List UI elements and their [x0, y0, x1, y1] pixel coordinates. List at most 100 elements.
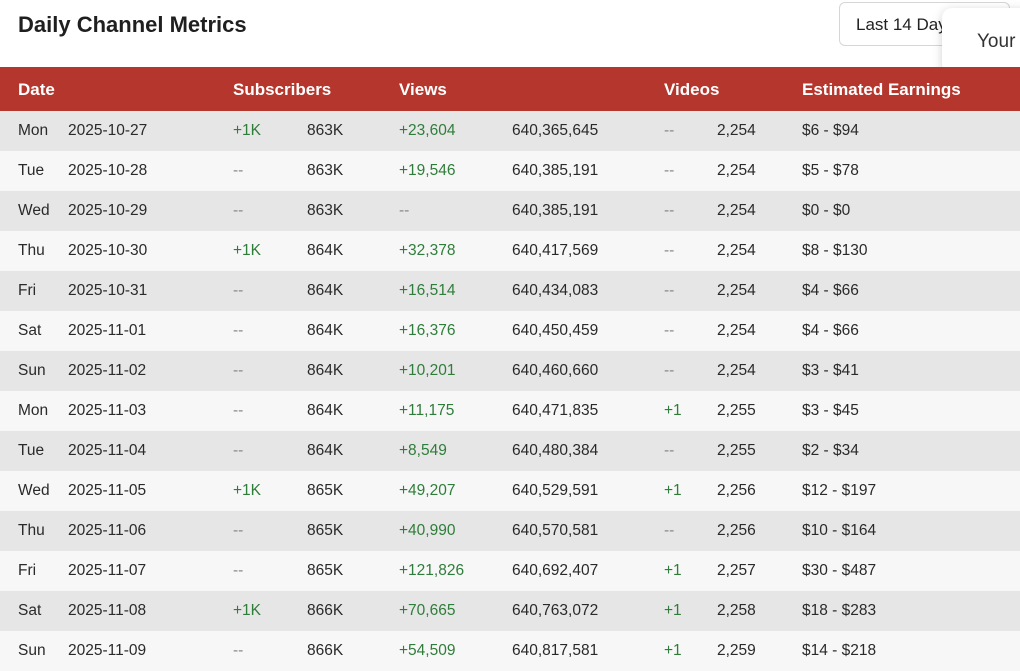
- video-change-cell: --: [664, 362, 675, 379]
- view-change-cell: +11,175: [399, 402, 455, 419]
- earnings-cell: $12 - $197: [802, 482, 877, 499]
- videos-cell: 2,255: [717, 402, 756, 419]
- subscribers-cell: 866K: [307, 642, 344, 659]
- column-header-earnings[interactable]: Estimated Earnings: [802, 80, 961, 99]
- day-cell: Fri: [18, 562, 37, 579]
- popup-overlay[interactable]: Your: [942, 8, 1020, 74]
- video-change-cell: +1: [664, 642, 682, 659]
- earnings-cell: $6 - $94: [802, 122, 859, 139]
- earnings-cell: $3 - $45: [802, 402, 859, 419]
- views-cell: 640,817,581: [512, 642, 599, 659]
- subscribers-cell: 864K: [307, 402, 344, 419]
- views-cell: 640,385,191: [512, 162, 599, 179]
- table-row: Sun 2025-11-02 -- 864K +10,201 640,460,660 -- 2…: [0, 351, 1020, 391]
- column-header-date[interactable]: Date: [18, 80, 55, 99]
- table-row: Sun 2025-11-09 -- 866K +54,509 640,817,581 +1 2…: [0, 631, 1020, 671]
- video-change-cell: --: [664, 202, 675, 219]
- view-change-cell: +40,990: [399, 522, 456, 539]
- view-change-cell: +121,826: [399, 562, 465, 579]
- subscribers-cell: 863K: [307, 162, 344, 179]
- videos-cell: 2,254: [717, 362, 756, 379]
- subscriber-change-cell: --: [233, 442, 244, 459]
- earnings-cell: $8 - $130: [802, 242, 868, 259]
- video-change-cell: --: [664, 242, 675, 259]
- day-cell: Mon: [18, 122, 49, 139]
- date-cell: 2025-11-03: [68, 402, 147, 419]
- date-cell: 2025-11-05: [68, 482, 147, 499]
- video-change-cell: +1: [664, 482, 682, 499]
- earnings-cell: $18 - $283: [802, 602, 877, 619]
- earnings-cell: $0 - $0: [802, 202, 851, 219]
- subscriber-change-cell: +1K: [233, 602, 262, 619]
- table-row: Tue 2025-11-04 -- 864K +8,549 640,480,384 -- 2,…: [0, 431, 1020, 471]
- subscriber-change-cell: --: [233, 562, 244, 579]
- videos-cell: 2,254: [717, 122, 756, 139]
- earnings-cell: $3 - $41: [802, 362, 859, 379]
- earnings-cell: $4 - $66: [802, 282, 859, 299]
- videos-cell: 2,257: [717, 562, 756, 579]
- videos-cell: 2,259: [717, 642, 756, 659]
- column-header-videos[interactable]: Videos: [664, 80, 720, 99]
- views-cell: 640,450,459: [512, 322, 599, 339]
- videos-cell: 2,254: [717, 322, 756, 339]
- video-change-cell: +1: [664, 402, 682, 419]
- subscriber-change-cell: --: [233, 642, 244, 659]
- subscriber-change-cell: +1K: [233, 122, 262, 139]
- date-cell: 2025-10-29: [68, 202, 148, 219]
- views-cell: 640,365,645: [512, 122, 599, 139]
- subscriber-change-cell: --: [233, 362, 244, 379]
- day-cell: Tue: [18, 442, 45, 459]
- date-cell: 2025-10-27: [68, 122, 148, 139]
- column-header-subscribers[interactable]: Subscribers: [233, 80, 332, 99]
- popup-text: Your: [977, 31, 1016, 52]
- view-change-cell: +32,378: [399, 242, 456, 259]
- views-cell: 640,529,591: [512, 482, 599, 499]
- table-row: Mon 2025-10-27 +1K 863K +23,604 640,365,645 --…: [0, 111, 1020, 151]
- views-cell: 640,763,072: [512, 602, 599, 619]
- view-change-cell: +54,509: [399, 642, 456, 659]
- metrics-table: Date Subscribers Views Videos Estimated …: [0, 67, 1020, 671]
- subscribers-cell: 864K: [307, 242, 344, 259]
- table-row: Wed 2025-10-29 -- 863K -- 640,385,191 -- 2,254 $…: [0, 191, 1020, 231]
- earnings-cell: $30 - $487: [802, 562, 877, 579]
- day-cell: Wed: [18, 482, 50, 499]
- subscriber-change-cell: +1K: [233, 242, 262, 259]
- views-cell: 640,480,384: [512, 442, 599, 459]
- view-change-cell: +8,549: [399, 442, 447, 459]
- views-cell: 640,385,191: [512, 202, 599, 219]
- date-cell: 2025-11-01: [68, 322, 147, 339]
- views-cell: 640,471,835: [512, 402, 599, 419]
- day-cell: Sun: [18, 642, 46, 659]
- subscribers-cell: 865K: [307, 522, 344, 539]
- date-cell: 2025-11-08: [68, 602, 147, 619]
- subscriber-change-cell: --: [233, 282, 244, 299]
- table-row: Sat 2025-11-01 -- 864K +16,376 640,450,459 -- 2…: [0, 311, 1020, 351]
- videos-cell: 2,255: [717, 442, 756, 459]
- date-cell: 2025-11-02: [68, 362, 147, 379]
- view-change-cell: +16,514: [399, 282, 456, 299]
- date-cell: 2025-10-28: [68, 162, 148, 179]
- day-cell: Thu: [18, 522, 45, 539]
- page-title: Daily Channel Metrics: [18, 12, 247, 37]
- table-row: Wed 2025-11-05 +1K 865K +49,207 640,529,591 +1…: [0, 471, 1020, 511]
- view-change-cell: +19,546: [399, 162, 456, 179]
- view-change-cell: +16,376: [399, 322, 456, 339]
- view-change-cell: +10,201: [399, 362, 456, 379]
- views-cell: 640,460,660: [512, 362, 599, 379]
- video-change-cell: --: [664, 322, 675, 339]
- date-cell: 2025-11-07: [68, 562, 147, 579]
- date-cell: 2025-10-30: [68, 242, 148, 259]
- subscribers-cell: 863K: [307, 122, 344, 139]
- views-cell: 640,417,569: [512, 242, 599, 259]
- subscribers-cell: 864K: [307, 362, 344, 379]
- day-cell: Sat: [18, 322, 42, 339]
- videos-cell: 2,254: [717, 202, 756, 219]
- videos-cell: 2,254: [717, 242, 756, 259]
- earnings-cell: $2 - $34: [802, 442, 859, 459]
- column-header-views[interactable]: Views: [399, 80, 447, 99]
- date-range-label: Last 14 Days: [856, 15, 956, 34]
- videos-cell: 2,254: [717, 162, 756, 179]
- subscribers-cell: 864K: [307, 442, 344, 459]
- day-cell: Sat: [18, 602, 42, 619]
- subscriber-change-cell: +1K: [233, 482, 262, 499]
